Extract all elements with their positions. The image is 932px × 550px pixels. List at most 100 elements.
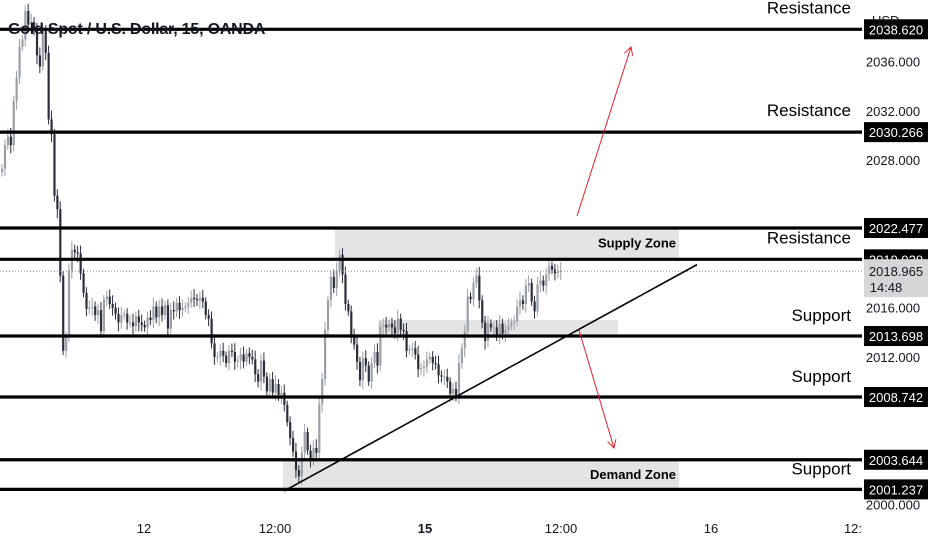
level-price-tag <box>864 217 928 238</box>
candle-body <box>56 195 59 210</box>
level-price-tag <box>864 449 928 470</box>
x-tick-label: 12 <box>137 521 151 536</box>
candle-body <box>134 316 138 327</box>
candle-body <box>146 317 149 328</box>
candle-body <box>111 304 114 308</box>
candle-body <box>248 353 251 357</box>
candle-body <box>385 324 388 328</box>
candle-body <box>3 145 7 169</box>
candle-body <box>131 322 135 327</box>
level-price-label: 2022.477 <box>869 221 923 236</box>
candle-body <box>559 270 562 272</box>
candle-body <box>466 296 469 332</box>
candle-body <box>222 350 225 356</box>
candle-body <box>12 100 15 146</box>
candle-body <box>187 302 190 307</box>
candle-body <box>513 321 516 323</box>
candle-body <box>158 306 161 318</box>
candle-body <box>367 365 370 382</box>
candle-body <box>129 322 132 324</box>
candle-body <box>434 363 437 365</box>
candle-body <box>347 304 350 312</box>
candle-body <box>149 317 152 320</box>
resistance-label: Resistance <box>767 0 851 17</box>
candle-body <box>265 376 269 392</box>
level-price-tag <box>864 387 928 408</box>
candle-body <box>388 323 391 328</box>
candle-body <box>440 375 443 377</box>
y-tick-label: 2028.000 <box>866 153 920 168</box>
candle-body <box>251 356 254 360</box>
candle-body <box>181 307 184 311</box>
arrow-up <box>576 46 632 217</box>
x-tick-label: 12: <box>844 521 862 536</box>
candle-body <box>469 296 472 300</box>
candle-body <box>321 379 324 404</box>
candle-body <box>527 283 530 286</box>
candle-body <box>169 310 172 329</box>
candle-body <box>315 448 318 453</box>
candle-body <box>335 270 338 288</box>
y-tick-label: 2036.000 <box>866 55 920 70</box>
candle-body <box>297 470 301 477</box>
candle-body <box>35 29 39 56</box>
candle-body <box>556 272 560 274</box>
candle-body <box>227 350 231 364</box>
support-label: Support <box>791 459 851 478</box>
candle-body <box>41 30 44 67</box>
candle-body <box>254 359 257 375</box>
zone-demand-zone <box>283 460 679 489</box>
candle-body <box>364 358 367 366</box>
candle-body <box>452 388 455 394</box>
currency-label: USD <box>872 13 900 28</box>
candle-body <box>286 404 289 423</box>
candle-body <box>213 343 216 357</box>
candle-body <box>53 134 56 196</box>
candle-body <box>318 403 321 453</box>
y-tick-label: 2012.000 <box>866 350 920 365</box>
candle-body <box>475 275 478 284</box>
candle-body <box>449 381 452 394</box>
x-tick-label: 12:00 <box>259 521 292 536</box>
candle-body <box>486 323 490 341</box>
candle-body <box>79 253 82 274</box>
candle-body <box>184 306 187 308</box>
candle-body <box>539 280 542 285</box>
level-price-tag <box>864 19 928 40</box>
level-price-label: 2003.644 <box>869 453 923 468</box>
candle-body <box>65 337 68 351</box>
candle-body <box>117 313 120 323</box>
candle-body <box>59 209 62 276</box>
candle-body <box>38 55 42 67</box>
candle-body <box>268 379 271 392</box>
candle-body <box>262 360 266 377</box>
y-tick-label: 2000.000 <box>866 498 920 513</box>
candle-body <box>195 299 199 301</box>
candle-body <box>370 363 373 382</box>
candle-body <box>236 360 239 362</box>
current-price-label: 2018.965 <box>869 264 923 279</box>
candle-body <box>216 356 219 358</box>
candle-body <box>422 366 426 368</box>
candle-body <box>178 302 181 311</box>
trendline <box>283 263 698 492</box>
candle-body <box>242 354 245 362</box>
current-price-tag <box>864 259 928 298</box>
candle-body <box>283 392 286 405</box>
candle-body <box>292 438 295 452</box>
candle-body <box>530 283 533 302</box>
candle-body <box>259 360 263 382</box>
candle-body <box>431 356 434 364</box>
candle-body <box>454 388 458 397</box>
candle-body <box>341 254 344 275</box>
candle-body <box>521 300 525 304</box>
candle-body <box>219 350 222 357</box>
candle-body <box>97 310 100 316</box>
candle-body <box>437 364 440 376</box>
candle-body <box>277 384 280 396</box>
candle-body <box>548 265 551 275</box>
candle-body <box>484 322 487 341</box>
arrow-up-head <box>624 46 634 56</box>
candle-body <box>120 315 123 323</box>
